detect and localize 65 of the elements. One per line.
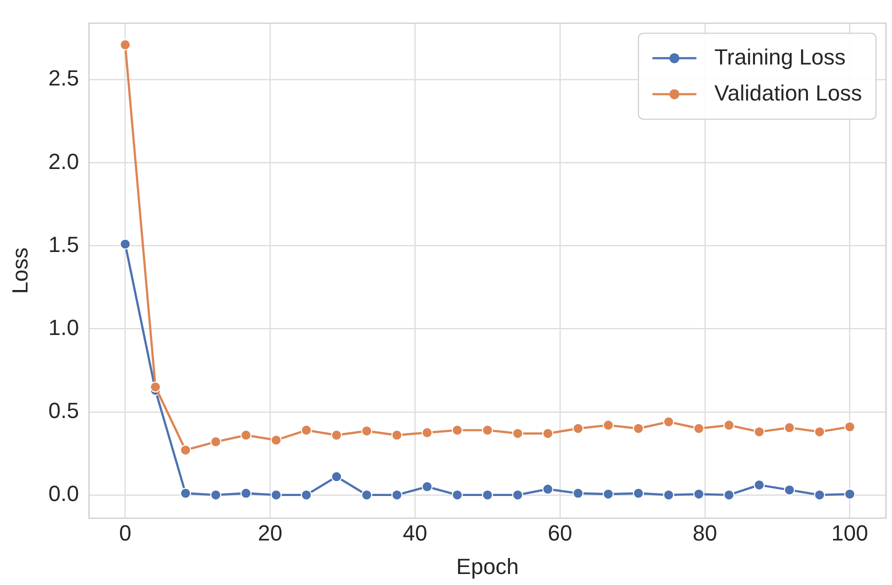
legend-label: Validation Loss: [714, 80, 862, 106]
x-tick-label: 0: [119, 520, 132, 546]
x-axis-title: Epoch: [456, 554, 519, 579]
point: [391, 430, 402, 441]
point: [300, 424, 312, 436]
point: [632, 488, 644, 499]
y-tick-label: 1.0: [48, 314, 79, 340]
point: [180, 488, 192, 499]
point: [723, 489, 734, 500]
point: [150, 381, 161, 392]
point: [270, 434, 282, 446]
point: [210, 489, 222, 500]
point: [422, 481, 433, 492]
y-axis-title: Loss: [7, 247, 32, 294]
point: [572, 488, 584, 499]
point: [482, 424, 493, 436]
legend-label: Training Loss: [714, 44, 846, 70]
point: [542, 484, 554, 495]
point: [814, 426, 826, 438]
point: [602, 420, 614, 431]
point: [120, 39, 131, 50]
point: [180, 444, 192, 456]
point: [240, 430, 252, 441]
point: [663, 416, 674, 428]
point: [210, 436, 222, 448]
point: [572, 423, 584, 434]
point: [693, 488, 704, 500]
point: [452, 424, 463, 436]
point: [270, 489, 282, 500]
point: [542, 428, 554, 439]
point: [844, 488, 856, 500]
y-tick-label: 1.5: [48, 232, 79, 257]
point: [754, 479, 765, 490]
x-tick-label: 100: [831, 520, 868, 546]
point: [331, 471, 342, 482]
point: [422, 427, 433, 438]
point: [663, 489, 674, 500]
point: [632, 423, 644, 434]
point: [784, 422, 795, 434]
y-tick-label: 2.5: [48, 66, 79, 91]
point: [361, 489, 372, 500]
x-tick-label: 40: [402, 520, 428, 546]
x-tick-label: 20: [258, 520, 282, 546]
point: [602, 488, 614, 500]
point: [512, 428, 524, 439]
point: [391, 489, 402, 500]
point: [331, 430, 342, 441]
point: [784, 484, 795, 496]
point: [723, 420, 734, 431]
y-tick-label: 0.0: [48, 481, 79, 506]
point: [120, 238, 131, 250]
point: [814, 489, 826, 500]
y-tick-label: 2.0: [48, 148, 79, 174]
point: [512, 489, 524, 500]
y-tick-label: 0.5: [48, 398, 79, 423]
point: [844, 421, 856, 432]
point: [452, 489, 463, 500]
point: [300, 489, 312, 500]
point: [482, 489, 493, 500]
point: [693, 423, 704, 434]
point: [240, 488, 252, 499]
x-tick-label: 60: [548, 520, 572, 546]
x-tick-label: 80: [692, 520, 718, 546]
point: [754, 426, 765, 438]
point: [361, 425, 372, 436]
